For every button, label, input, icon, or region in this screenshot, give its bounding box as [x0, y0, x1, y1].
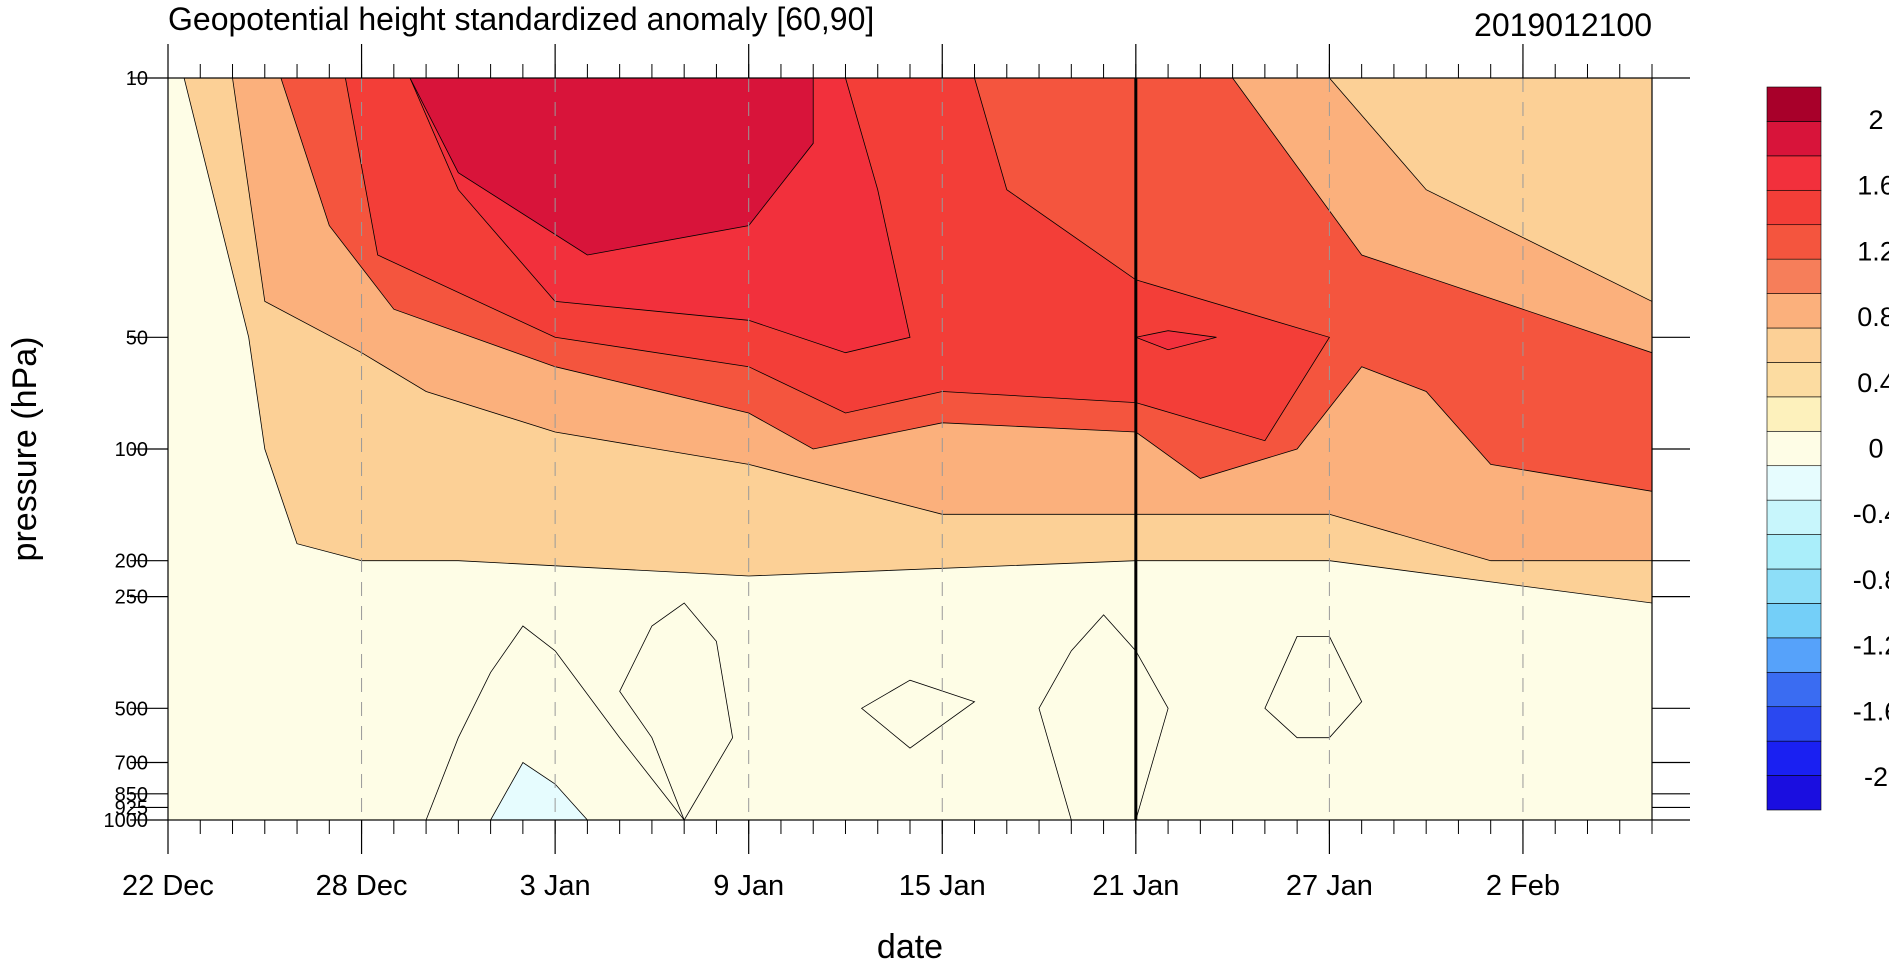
contour-band [1134, 330, 1217, 351]
colorbar-label: 0.8 [1857, 302, 1889, 332]
y-tick-label: 500 [115, 698, 148, 720]
colorbar-swatch [1766, 224, 1822, 260]
y-axis-label: pressure (hPa) [6, 337, 44, 562]
colorbar-swatch [1766, 706, 1822, 742]
x-axis: 22 Dec 28 Dec 3 Jan 9 Jan 15 Jan 21 Jan 27 Jan… [122, 44, 1653, 902]
y-tick-label: 200 [115, 551, 148, 573]
colorbar-swatch [1766, 465, 1822, 501]
x-tick-label: 28 Dec [316, 870, 408, 902]
x-tick-label: 27 Jan [1286, 870, 1373, 902]
colorbar-swatch [1766, 430, 1822, 467]
contour-band [1264, 636, 1363, 739]
colorbar-swatch [1766, 568, 1822, 604]
colorbar-label: 1.2 [1857, 236, 1889, 266]
colorbar-swatch [1766, 775, 1822, 811]
colorbar-swatch [1766, 86, 1822, 122]
colorbar-label: 0.4 [1857, 368, 1889, 398]
contour-band [425, 625, 685, 820]
colorbar-swatch [1766, 534, 1822, 570]
contour-band [860, 679, 976, 749]
colorbar-swatch [1766, 740, 1822, 776]
y-tick-label: 925 [115, 797, 148, 819]
chart-title: Geopotential height standardized anomaly… [168, 1, 874, 37]
colorbar-label: 0 [1868, 434, 1883, 464]
colorbar-label: -1.6 [1853, 696, 1889, 726]
colorbar-swatch [1766, 121, 1822, 157]
colorbar-label: -2 [1864, 762, 1888, 792]
x-tick-label: 15 Jan [899, 870, 986, 902]
x-tick-label: 21 Jan [1092, 870, 1179, 902]
colorbar-swatch [1766, 362, 1822, 398]
x-tick-label: 9 Jan [713, 870, 784, 902]
colorbar: 2 1.6 1.2 0.8 0.4 0 -0.4 -0.8 -1.2 -1.6 -2 [1766, 86, 1889, 811]
x-axis-label: date [877, 928, 943, 963]
colorbar-swatch [1766, 671, 1822, 708]
y-tick-label: 1000 [104, 810, 149, 832]
colorbar-label: -1.2 [1853, 631, 1889, 661]
colorbar-label: -0.4 [1853, 499, 1889, 529]
y-tick-label: 850 [115, 784, 148, 806]
colorbar-swatch [1766, 499, 1822, 535]
y-tick-label: 10 [126, 68, 148, 90]
colorbar-swatch [1766, 258, 1822, 294]
x-tick-label: 2 Feb [1486, 870, 1560, 902]
y-tick-label: 700 [115, 753, 148, 775]
colorbar-swatch [1766, 637, 1822, 673]
colorbar-swatch [1766, 396, 1822, 432]
y-tick-label: 50 [126, 327, 148, 349]
x-tick-label: 3 Jan [520, 870, 591, 902]
contour-band [619, 602, 734, 820]
colorbar-swatch [1766, 603, 1822, 639]
colorbar-swatch [1766, 189, 1822, 226]
colorbar-swatch [1766, 327, 1822, 363]
colorbar-label: 2 [1868, 105, 1883, 135]
colorbar-label: 1.6 [1857, 171, 1889, 201]
y-tick-label: 250 [115, 587, 148, 609]
colorbar-swatch [1766, 155, 1822, 191]
chart-date-stamp: 2019012100 [1474, 7, 1652, 43]
x-tick-label: 22 Dec [122, 870, 214, 902]
colorbar-swatch [1766, 293, 1822, 329]
colorbar-label: -0.8 [1853, 565, 1889, 595]
y-tick-label: 100 [115, 439, 148, 461]
